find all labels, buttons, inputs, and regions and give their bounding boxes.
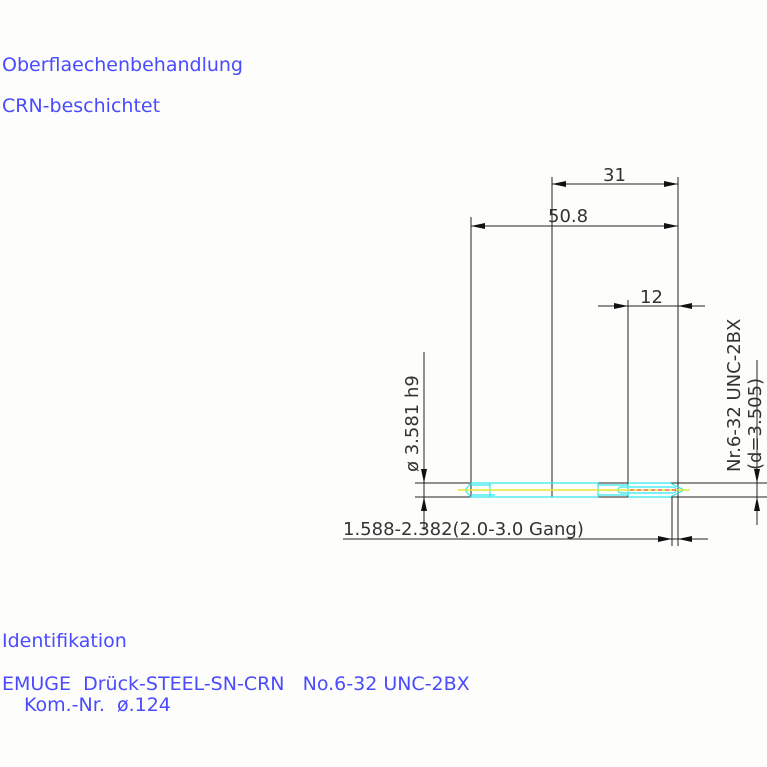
dimension-31: 31	[552, 165, 678, 187]
identification-line2: Kom.-Nr. ø.124	[24, 694, 171, 716]
identification-heading: Identifikation	[2, 630, 127, 652]
surface-value: CRN-beschichtet	[2, 95, 160, 117]
dimension-50-8: 50.8	[471, 206, 678, 229]
tap-outline	[458, 482, 690, 498]
identification-line1: EMUGE Drück-STEEL-SN-CRN No.6-32 UNC-2BX	[2, 673, 470, 695]
dim-12-label: 12	[640, 287, 663, 308]
dimension-thread: Nr.6-32 UNC-2BX (d=3.505)	[724, 319, 766, 525]
dim-31-label: 31	[603, 165, 626, 186]
dim-50-8-label: 50.8	[548, 206, 588, 227]
dimension-chamfer: 1.588-2.382(2.0-3.0 Gang)	[343, 519, 708, 542]
surface-heading: Oberflaechenbehandlung	[2, 54, 243, 76]
dimension-12: 12	[598, 287, 705, 309]
thread-designation-label: Nr.6-32 UNC-2BX	[724, 319, 745, 472]
shank-diameter-label: ø 3.581 h9	[402, 375, 423, 472]
thread-diameter-label: (d=3.505)	[745, 378, 766, 470]
dimension-shank-diameter: ø 3.581 h9	[402, 352, 427, 530]
chamfer-label: 1.588-2.382(2.0-3.0 Gang)	[343, 519, 584, 540]
